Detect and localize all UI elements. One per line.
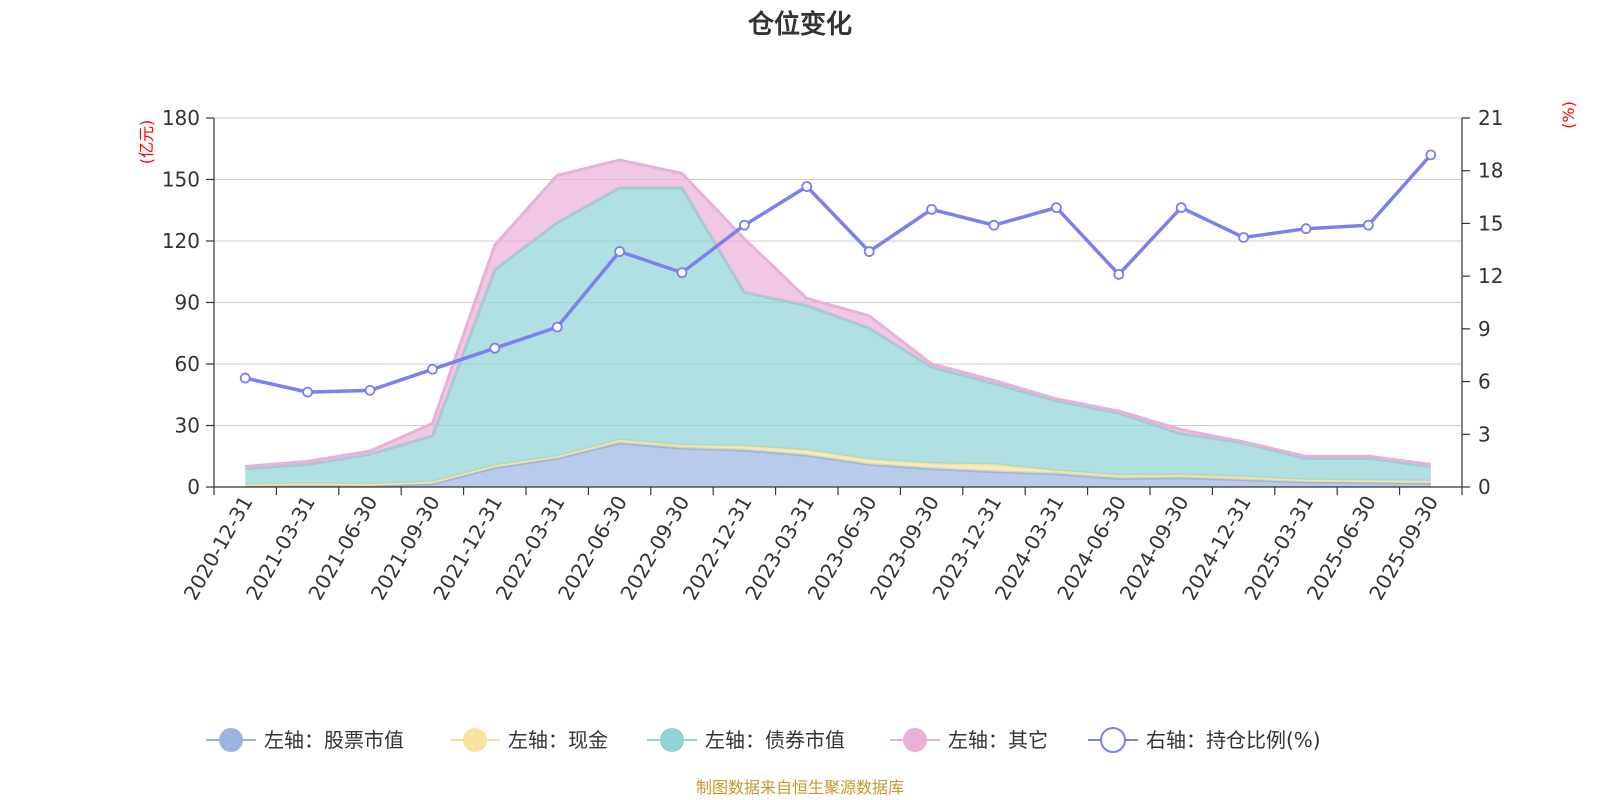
legend-label-ratio: 右轴：持仓比例(%) [1146, 728, 1321, 752]
left-axis-tick-label: 30 [175, 414, 200, 438]
ratio-point [1113, 268, 1125, 280]
legend-item-other: 左轴：其它 [890, 728, 1048, 752]
legend: 左轴：股票市值 左轴：现金 左轴：债券市值 左轴：其它 右轴：持仓比例(%) [206, 727, 1321, 753]
area-edge-other [245, 158, 1431, 468]
left-axis-tick-label: 0 [187, 475, 200, 499]
left-axis-tick-label: 150 [162, 168, 200, 192]
legend-item-stock: 左轴：股票市值 [206, 728, 404, 752]
area-other [245, 160, 1431, 469]
legend-item-cash: 左轴：现金 [450, 728, 608, 752]
legend-label-other: 左轴：其它 [948, 728, 1048, 752]
right-axis-tick-label: 21 [1478, 106, 1503, 130]
right-axis-tick-label: 15 [1478, 211, 1503, 235]
ratio-point [1300, 223, 1312, 235]
right-axis-tick-label: 12 [1478, 264, 1503, 288]
ratio-line-series [239, 149, 1437, 398]
ratio-point [1051, 202, 1062, 214]
left-axis-unit: (亿元) [137, 120, 156, 165]
ratio-point [676, 267, 688, 279]
legend-marker-stock [219, 728, 243, 752]
legend-item-ratio: 右轴：持仓比例(%) [1088, 727, 1321, 753]
legend-label-stock: 左轴：股票市值 [264, 728, 404, 752]
data-source-note: 制图数据来自恒生聚源数据库 [696, 778, 904, 797]
right-axis-tick-label: 6 [1478, 370, 1491, 394]
ratio-point [239, 372, 251, 384]
grid-lines [214, 117, 1462, 426]
legend-label-bond: 左轴：债券市值 [705, 728, 845, 752]
area-stock [245, 442, 1431, 487]
left-axis-tick-label: 180 [162, 106, 200, 130]
legend-label-cash: 左轴：现金 [508, 728, 608, 752]
area-bond [245, 187, 1431, 485]
ratio-point [863, 246, 875, 257]
ratio-point [926, 203, 937, 215]
legend-marker-ratio [1100, 727, 1126, 753]
ratio-point [1363, 219, 1374, 231]
chart-title: 仓位变化 [747, 9, 852, 40]
legend-item-bond: 左轴：债券市值 [647, 728, 845, 752]
legend-marker-bond [660, 728, 684, 752]
ratio-point [739, 219, 750, 231]
ratio-point [801, 181, 813, 192]
legend-marker-other [903, 728, 927, 752]
ratio-point [551, 321, 563, 333]
ratio-point [426, 363, 438, 375]
ratio-point [614, 246, 625, 257]
right-axis-tick-label: 3 [1478, 422, 1491, 446]
right-axis-unit: (%) [1559, 101, 1578, 129]
right-axis-tick-label: 9 [1478, 317, 1491, 341]
left-axis-tick-label: 90 [175, 291, 200, 315]
legend-marker-cash [463, 728, 487, 752]
ratio-point [1175, 202, 1187, 214]
right-axis-tick-label: 18 [1478, 159, 1503, 183]
right-axis-tick-label: 0 [1478, 475, 1491, 499]
left-axis-tick-label: 60 [175, 352, 200, 376]
ratio-point [988, 219, 1000, 231]
ratio-line [244, 153, 1433, 394]
ratio-point [302, 386, 314, 398]
ratio-point [489, 342, 501, 354]
ratio-point [364, 384, 376, 396]
ratio-point [1425, 149, 1437, 161]
left-axis-tick-label: 120 [162, 229, 200, 253]
stacked-areas [245, 158, 1431, 488]
ratio-point [1238, 232, 1249, 243]
